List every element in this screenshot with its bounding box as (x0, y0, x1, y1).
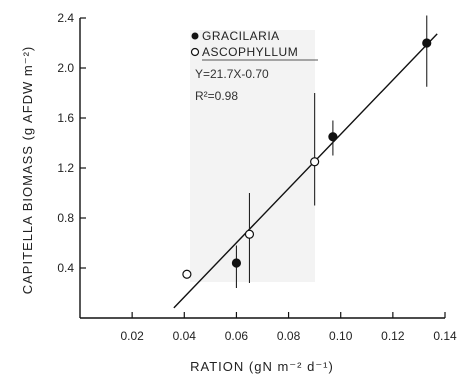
scan-shadow (190, 30, 315, 282)
x-tick-label: 0.08 (277, 329, 301, 343)
y-tick-label: 0.4 (57, 261, 74, 275)
gracilaria-point (231, 258, 242, 268)
y-tick-label: 2.4 (57, 11, 74, 25)
y-tick-label: 0.8 (57, 211, 74, 225)
fit-layer (173, 33, 438, 309)
legend-label-gracilaria: GRACILARIA (202, 29, 280, 43)
legend-marker-gracilaria (191, 32, 199, 40)
fit-equation: Y=21.7X-0.70 (195, 67, 269, 81)
regression-line (173, 33, 438, 309)
gracilaria-point (328, 132, 338, 142)
ascophyllum-point (244, 229, 255, 239)
legend: GRACILARIA ASCOPHYLLUM (190, 29, 318, 61)
y-tick-label: 2.0 (57, 61, 74, 75)
ascophyllum-point (310, 157, 320, 167)
legend-marker-ascophyllum (190, 47, 200, 57)
x-tick-label: 0.14 (433, 329, 457, 343)
gracilaria-point (422, 38, 432, 48)
x-tick-label: 0.12 (381, 329, 405, 343)
x-tick-label: 0.04 (173, 329, 197, 343)
ascophyllum-point (182, 269, 192, 279)
y-tick-label: 1.6 (57, 111, 74, 125)
legend-label-ascophyllum: ASCOPHYLLUM (202, 45, 298, 59)
x-axis-label: RATION (gN m⁻² d⁻¹) (190, 359, 334, 374)
points-layer (182, 15, 432, 288)
y-tick-label: 1.2 (57, 161, 74, 175)
y-axis-label: CAPITELLA BIOMASS (g AFDW m⁻²) (20, 46, 35, 295)
fit-r-squared: R²=0.98 (195, 89, 238, 103)
ticks-layer: 0.02 0.04 0.06 0.08 0.10 0.12 0.14 0.4 0.8 1.2 1.6… (57, 11, 457, 343)
x-tick-label: 0.02 (120, 329, 144, 343)
x-tick-label: 0.06 (225, 329, 249, 343)
x-tick-label: 0.10 (329, 329, 353, 343)
